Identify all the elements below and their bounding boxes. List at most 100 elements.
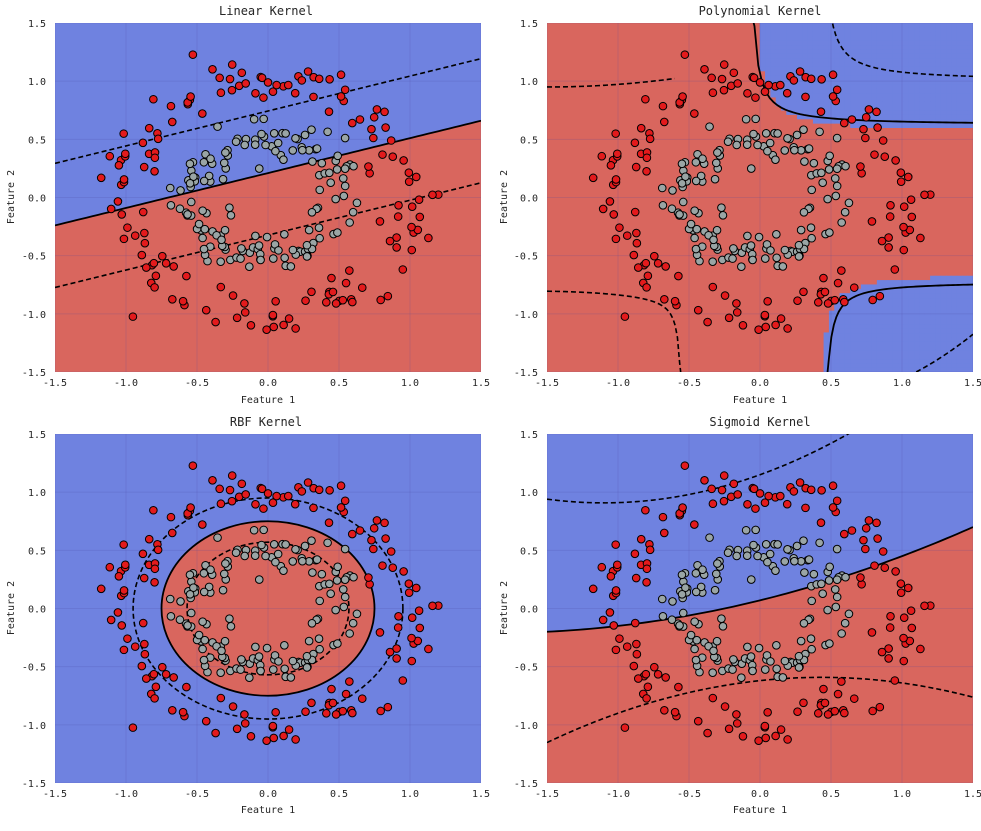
data-point (279, 155, 288, 165)
data-point (262, 232, 272, 242)
data-point (794, 240, 804, 250)
region-positive-cell (924, 53, 931, 59)
region-positive-cell (956, 362, 963, 368)
region-positive-cell (919, 79, 926, 85)
region-positive-cell (951, 362, 958, 368)
data-point (348, 207, 358, 217)
region-positive-cell (887, 66, 894, 72)
region-positive-cell (919, 293, 926, 299)
region-positive-cell (940, 301, 947, 307)
region-positive-cell (903, 332, 910, 338)
region-positive-cell (935, 35, 942, 41)
region-positive-cell (956, 332, 963, 338)
data-point (760, 87, 770, 97)
region-positive-cell (855, 27, 862, 33)
region-positive-cell (930, 332, 937, 338)
data-point (332, 165, 342, 174)
data-point (324, 107, 334, 116)
data-point (140, 228, 149, 238)
data-point (185, 590, 195, 599)
data-point (643, 682, 653, 692)
y-tick-label: 0.5 (520, 546, 538, 557)
region-positive-cell (850, 109, 857, 115)
region-positive-cell (914, 293, 921, 299)
data-point (314, 74, 324, 84)
data-point (870, 561, 879, 570)
region-positive-cell (770, 48, 777, 54)
margin-line (831, 23, 973, 78)
region-positive-cell (866, 362, 873, 368)
region-positive-cell (871, 354, 878, 360)
data-point (297, 76, 307, 85)
region-positive-cell (828, 27, 835, 33)
region-positive-cell (914, 310, 921, 316)
region-positive-cell (775, 44, 782, 50)
data-point (732, 299, 741, 308)
data-point (347, 529, 357, 539)
region-positive-cell (967, 323, 973, 329)
data-point (755, 78, 765, 87)
region-positive-cell (946, 83, 952, 89)
data-point (763, 707, 772, 717)
region-positive-cell (871, 92, 878, 98)
data-point (119, 129, 128, 138)
region-positive-cell (898, 314, 905, 320)
data-point (761, 540, 771, 549)
region-positive-cell (951, 109, 958, 115)
region-positive-cell (892, 48, 899, 54)
y-axis-label: Feature 2 (499, 581, 510, 635)
data-point (307, 698, 316, 708)
region-positive-cell (855, 336, 862, 342)
region-positive-cell (839, 96, 846, 102)
region-positive-cell (855, 105, 862, 111)
region-positive-cell (924, 367, 931, 372)
data-point (268, 254, 278, 263)
region-positive-cell (914, 280, 921, 286)
x-tick-label: 1.0 (401, 378, 419, 389)
region-positive-cell (850, 310, 857, 316)
y-tick-label: 1.0 (520, 77, 538, 88)
data-point (742, 140, 752, 149)
data-point (176, 597, 185, 606)
data-point (150, 153, 160, 163)
data-point (178, 296, 188, 306)
data-point (899, 656, 909, 666)
region-positive-cell (967, 341, 973, 347)
data-point (345, 677, 354, 686)
data-point (241, 490, 250, 499)
region-positive-cell (892, 40, 899, 46)
data-point (864, 516, 874, 525)
data-point (347, 118, 357, 128)
region-positive-cell (967, 105, 973, 111)
region-positive-cell (892, 310, 899, 316)
data-point (641, 258, 651, 268)
region-positive-cell (940, 31, 947, 37)
region-positive-cell (935, 96, 942, 102)
data-point (392, 233, 401, 242)
region-positive-cell (898, 83, 905, 89)
data-point (833, 689, 843, 699)
data-point (907, 623, 917, 633)
data-point (641, 505, 650, 515)
region-positive-cell (930, 367, 937, 372)
region-positive-cell (802, 48, 809, 54)
data-point (630, 138, 640, 148)
region-positive-cell (962, 109, 968, 115)
region-positive-cell (765, 27, 771, 33)
data-point (186, 608, 196, 618)
data-point (117, 210, 127, 219)
region-positive-cell (855, 53, 862, 59)
region-positive-cell (860, 44, 867, 50)
region-positive-cell (796, 75, 803, 81)
margin-line (915, 333, 973, 372)
region-positive-cell (935, 61, 942, 67)
region-positive-cell (919, 280, 926, 286)
data-point (658, 512, 668, 522)
region-positive-cell (956, 23, 963, 28)
region-positive-cell (781, 79, 787, 85)
data-point (364, 573, 373, 582)
region-positive-cell (855, 114, 862, 120)
region-positive-cell (855, 306, 862, 312)
region-positive-cell (887, 123, 894, 128)
data-point (743, 500, 752, 509)
